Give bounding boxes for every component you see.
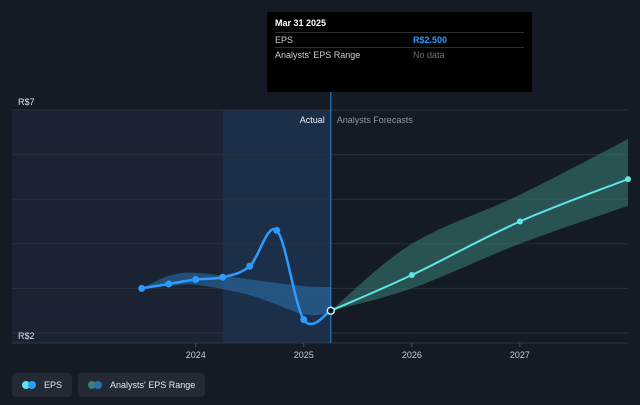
- forecasts-label: Analysts Forecasts: [337, 115, 414, 125]
- forecast-eps-range-band: [330, 138, 628, 311]
- tooltip-eps-label: EPS: [275, 35, 294, 45]
- eps-point: [165, 280, 173, 288]
- eps-point: [138, 284, 146, 292]
- eps-legend-icon: [22, 381, 38, 389]
- tooltip-range-label: Analysts' EPS Range: [275, 50, 361, 60]
- eps-point: [300, 316, 308, 324]
- axis-ticks: 2024 2025 2026 2027: [186, 343, 530, 360]
- legend-item-eps[interactable]: EPS: [12, 373, 73, 397]
- eps-point: [246, 262, 254, 270]
- legend: EPS Analysts' EPS Range: [12, 373, 206, 397]
- x-tick-label: 2027: [510, 350, 530, 360]
- x-tick-label: 2024: [186, 350, 206, 360]
- y-tick-label-top: R$7: [18, 97, 35, 107]
- legend-item-range[interactable]: Analysts' EPS Range: [78, 373, 206, 397]
- tooltip-date: Mar 31 2025: [275, 18, 327, 28]
- tooltip-row-eps: EPS R$2.500: [275, 32, 524, 47]
- x-tick-label: 2025: [294, 350, 314, 360]
- legend-eps-label: EPS: [44, 380, 63, 390]
- tooltip: Mar 31 2025 EPS R$2.500 Analysts' EPS Ra…: [267, 12, 532, 92]
- tooltip-row-range: Analysts' EPS Range No data: [275, 47, 524, 62]
- eps-points: [138, 176, 631, 324]
- tooltip-eps-value: R$2.500: [413, 35, 448, 45]
- range-legend-icon: [88, 381, 104, 389]
- eps-point: [192, 275, 200, 283]
- actual-label: Actual: [300, 115, 325, 125]
- tooltip-range-value: No data: [413, 50, 445, 60]
- forecast-point: [516, 218, 523, 225]
- x-tick-label: 2026: [402, 350, 422, 360]
- forecast-point: [625, 176, 631, 183]
- eps-point: [326, 306, 336, 315]
- eps-point: [219, 273, 227, 281]
- eps-line-forecast: [330, 178, 629, 312]
- eps-point: [273, 226, 281, 234]
- forecast-point: [408, 272, 415, 279]
- legend-range-label: Analysts' EPS Range: [110, 380, 196, 390]
- actual-eps-range-band: [141, 272, 331, 316]
- y-tick-label-bottom: R$2: [18, 331, 35, 341]
